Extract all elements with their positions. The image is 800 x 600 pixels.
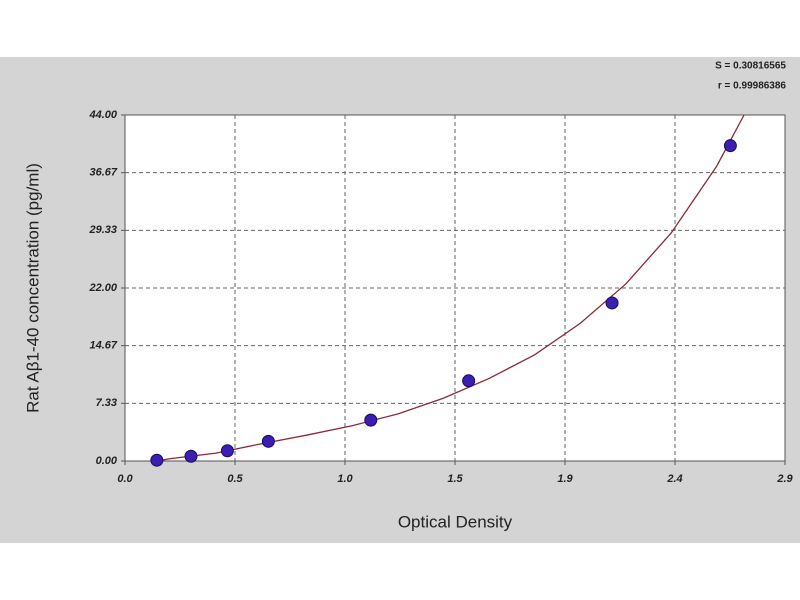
x-tick-label: 2.9 xyxy=(776,473,793,485)
data-point xyxy=(723,139,737,153)
y-tick-label: 36.67 xyxy=(89,167,117,179)
x-axis-label: Optical Density xyxy=(398,512,513,531)
y-tick-label: 44.00 xyxy=(88,109,117,121)
x-tick-label: 2.4 xyxy=(666,473,682,485)
annotation: S = 0.30816565 xyxy=(715,61,786,72)
data-point xyxy=(462,374,476,388)
data-point xyxy=(150,453,164,467)
x-tick-label: 1.0 xyxy=(337,473,353,485)
y-tick-label: 0.00 xyxy=(96,455,118,467)
y-tick-label: 22.00 xyxy=(88,282,117,294)
annotation: r = 0.99986386 xyxy=(718,81,787,92)
y-tick-label: 29.33 xyxy=(88,224,117,236)
x-tick-label: 0.5 xyxy=(227,473,243,485)
x-tick-label: 1.5 xyxy=(447,473,463,485)
data-point xyxy=(184,449,198,463)
x-tick-label: 1.9 xyxy=(557,473,573,485)
y-tick-label: 14.67 xyxy=(89,340,117,352)
data-point xyxy=(364,413,378,427)
y-tick-label: 7.33 xyxy=(96,397,117,409)
y-axis-label: Rat Aβ1-40 concentration (pg/ml) xyxy=(23,163,42,413)
x-tick-label: 0.0 xyxy=(117,473,133,485)
data-point xyxy=(220,444,234,458)
data-point xyxy=(261,434,275,448)
data-point xyxy=(605,296,619,310)
